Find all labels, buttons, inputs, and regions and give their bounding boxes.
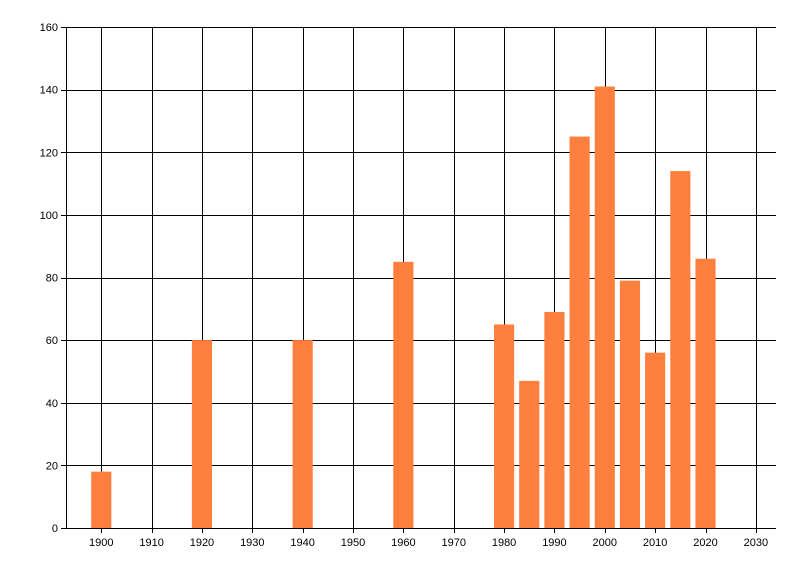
- y-tick-label-20: 20: [46, 460, 58, 472]
- bar-1900: [91, 471, 112, 528]
- x-tick-label-1960: 1960: [391, 537, 415, 549]
- bar-1980: [494, 324, 515, 528]
- y-tick-label-80: 80: [46, 273, 58, 285]
- bar-2000: [594, 86, 615, 529]
- y-tick-label-40: 40: [46, 398, 58, 410]
- y-tick-label-60: 60: [46, 335, 58, 347]
- axes: [61, 27, 776, 533]
- bar-1995: [569, 136, 590, 528]
- y-tick-label-0: 0: [52, 523, 58, 535]
- x-tick-label-1980: 1980: [492, 537, 516, 549]
- bar-2015: [670, 171, 691, 528]
- bar-2010: [645, 352, 666, 528]
- bar-2005: [619, 280, 641, 528]
- x-tick-label-1900: 1900: [89, 537, 113, 549]
- x-tick-labels: 1900 1910 1920 1930 1940 1950 1960 1970 1980 1990…: [89, 537, 768, 549]
- bar-1990: [544, 311, 565, 528]
- x-tick-label-1940: 1940: [290, 537, 314, 549]
- y-tick-label-140: 140: [40, 85, 58, 97]
- x-tick-label-1950: 1950: [341, 537, 365, 549]
- bars: [91, 86, 716, 529]
- x-tick-label-1930: 1930: [240, 537, 264, 549]
- bar-1940: [292, 340, 313, 528]
- y-tick-label-160: 160: [40, 22, 58, 34]
- x-tick-label-2030: 2030: [744, 537, 768, 549]
- x-tick-label-1990: 1990: [542, 537, 566, 549]
- y-tick-label-100: 100: [40, 210, 58, 222]
- y-tick-label-120: 120: [40, 147, 58, 159]
- x-tick-label-1920: 1920: [190, 537, 214, 549]
- x-tick-label-2000: 2000: [593, 537, 617, 549]
- bar-1960: [393, 261, 414, 528]
- x-tick-label-1970: 1970: [441, 537, 465, 549]
- bar-1985: [519, 380, 540, 528]
- y-tick-labels: 0 20 40 60 80 100 120 140 160: [40, 22, 58, 535]
- bar-1920: [191, 340, 213, 528]
- bar-2020: [695, 258, 716, 528]
- x-tick-label-2020: 2020: [693, 537, 717, 549]
- x-tick-label-1910: 1910: [139, 537, 163, 549]
- x-tick-label-2010: 2010: [643, 537, 667, 549]
